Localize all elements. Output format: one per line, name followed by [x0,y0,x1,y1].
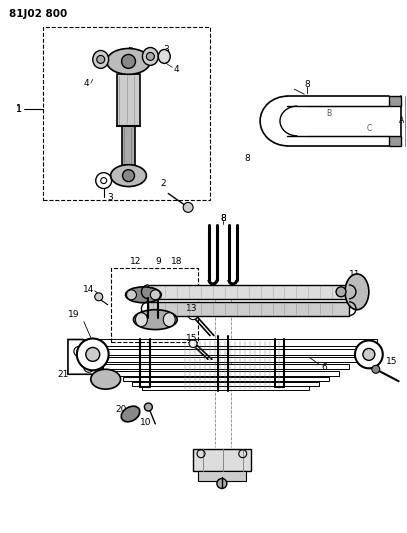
Bar [193,449,251,471]
Text: 8: 8 [220,214,226,223]
Ellipse shape [133,310,177,329]
Ellipse shape [163,313,175,327]
Text: 14: 14 [338,287,350,296]
Text: 8: 8 [245,154,251,163]
Text: 8: 8 [304,80,310,89]
Ellipse shape [127,290,136,300]
Text: 15: 15 [186,334,198,343]
Text: 3: 3 [163,45,169,54]
Ellipse shape [142,47,158,66]
Circle shape [123,169,134,182]
Bar [198,471,246,481]
Bar [123,377,329,381]
Text: 14: 14 [83,285,94,294]
Bar [133,382,319,386]
Text: 21: 21 [57,370,69,379]
Text: 13: 13 [186,304,198,313]
Bar [86,350,372,356]
Text: 20: 20 [115,405,126,414]
Ellipse shape [111,165,147,187]
Bar [149,285,349,299]
Text: 15: 15 [386,357,398,366]
Circle shape [97,55,105,63]
Text: A: A [399,117,404,125]
Text: 3: 3 [108,193,114,202]
Bar [142,386,309,390]
Circle shape [189,340,197,348]
Ellipse shape [150,290,160,300]
Polygon shape [68,340,103,374]
Bar [389,96,400,106]
Circle shape [86,348,100,361]
Ellipse shape [93,51,109,68]
Circle shape [355,341,383,368]
Bar [81,340,377,346]
Bar [116,74,140,126]
Bar [93,357,362,362]
Text: 4: 4 [84,79,90,88]
Circle shape [77,338,109,370]
Ellipse shape [121,406,140,422]
Text: 16: 16 [202,470,214,479]
Circle shape [336,287,346,297]
Text: 19: 19 [68,310,80,319]
Circle shape [183,203,193,212]
Text: 6: 6 [321,363,327,372]
Ellipse shape [136,313,147,327]
Bar [149,302,349,316]
Bar [111,268,198,343]
Text: 17: 17 [217,470,229,479]
Circle shape [217,479,227,488]
Ellipse shape [91,369,120,389]
Circle shape [147,52,154,60]
Ellipse shape [107,49,150,74]
Text: 5: 5 [128,47,133,56]
Text: 4: 4 [173,65,179,74]
Text: 11: 11 [349,270,361,279]
Bar [43,27,210,200]
Text: 1: 1 [16,104,22,114]
Text: 12: 12 [130,256,141,265]
Text: 7: 7 [237,462,243,471]
Circle shape [363,349,375,360]
Text: 81J02 800: 81J02 800 [9,9,68,19]
Ellipse shape [125,287,161,303]
Bar [122,126,136,171]
Bar [103,365,349,369]
Text: 9: 9 [155,256,161,265]
Bar [389,136,400,146]
Text: 18: 18 [171,256,183,265]
Text: 1: 1 [16,104,22,114]
Circle shape [122,54,136,68]
Circle shape [95,293,103,301]
Text: 2: 2 [160,179,166,188]
Circle shape [372,365,380,373]
Text: 10: 10 [140,418,151,427]
Ellipse shape [144,403,152,411]
Ellipse shape [345,274,369,310]
Bar [113,372,339,376]
Ellipse shape [158,50,170,63]
Text: C: C [366,124,372,133]
Text: B: B [326,109,332,118]
Circle shape [188,310,198,320]
Text: 8: 8 [220,214,226,223]
